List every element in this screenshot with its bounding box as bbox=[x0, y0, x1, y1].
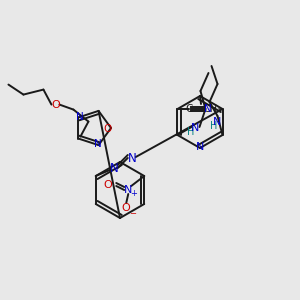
Text: C: C bbox=[186, 104, 193, 114]
Text: O: O bbox=[104, 180, 112, 190]
Text: N: N bbox=[204, 104, 212, 114]
Text: +: + bbox=[130, 190, 137, 199]
Text: N: N bbox=[110, 161, 118, 175]
Text: N: N bbox=[196, 142, 204, 152]
Text: O: O bbox=[104, 124, 112, 134]
Text: N: N bbox=[191, 123, 200, 133]
Text: H: H bbox=[187, 127, 194, 137]
Text: N: N bbox=[128, 152, 136, 164]
Text: N: N bbox=[94, 139, 101, 149]
Text: N: N bbox=[213, 117, 222, 127]
Text: H: H bbox=[210, 121, 217, 131]
Text: −: − bbox=[129, 209, 136, 218]
Text: CH₃: CH₃ bbox=[203, 104, 221, 114]
Text: O: O bbox=[51, 100, 60, 110]
Text: N: N bbox=[76, 112, 83, 122]
Text: N: N bbox=[124, 185, 132, 195]
Text: O: O bbox=[122, 203, 130, 213]
